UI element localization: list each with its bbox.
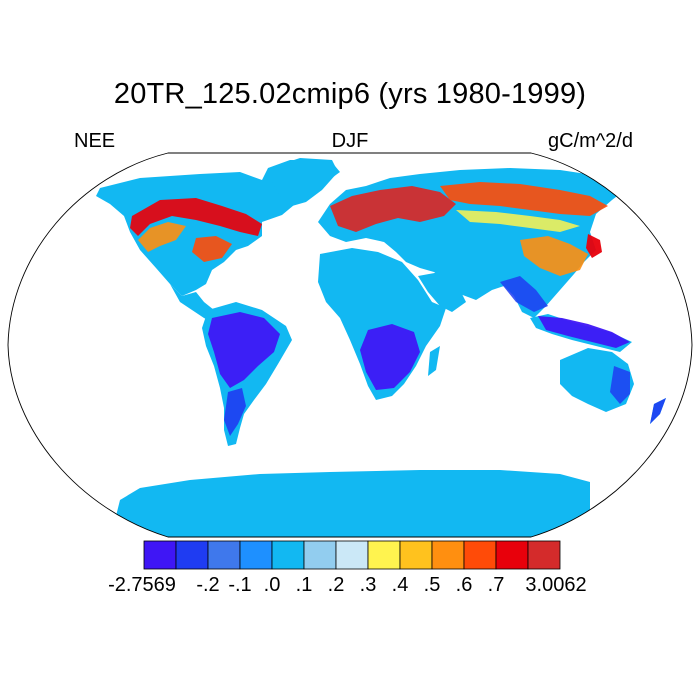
colorbar-swatch xyxy=(239,540,273,570)
colorbar-tick-label: .1 xyxy=(295,574,313,596)
colorbar-tick-label: -.2 xyxy=(196,574,220,596)
flux-region-japan xyxy=(586,234,602,258)
land-madagascar xyxy=(428,346,440,376)
colorbar-swatch xyxy=(367,540,401,570)
plot-title: 20TR_125.02cmip6 (yrs 1980-1999) xyxy=(113,78,587,110)
uptake-southeast-asia xyxy=(538,316,630,348)
colorbar-tick-label: .7 xyxy=(487,574,505,596)
colorbar-tick-label: .4 xyxy=(391,574,409,596)
colorbar-swatch xyxy=(527,540,561,570)
colorbar-tick-label: .6 xyxy=(455,574,473,596)
negative-flux-regions xyxy=(208,276,666,436)
colorbar-swatch xyxy=(399,540,433,570)
uptake-south-asia xyxy=(500,276,548,312)
colorbar-tick-label: 3.0062 xyxy=(525,574,587,596)
flux-region-east-asia xyxy=(520,236,588,276)
colorbar-swatch xyxy=(303,540,337,570)
uptake-south-america-south xyxy=(224,388,246,436)
flux-region-north-america xyxy=(130,198,262,236)
colorbar-swatch xyxy=(175,540,209,570)
positive-flux-regions xyxy=(130,182,608,276)
uptake-amazon xyxy=(208,312,280,388)
flux-region-siberia xyxy=(440,182,608,216)
flux-region-siberia-yellow xyxy=(456,210,580,232)
uptake-central-africa xyxy=(360,324,420,390)
colorbar xyxy=(143,540,561,570)
map-border xyxy=(7,152,693,538)
colorbar-swatch xyxy=(335,540,369,570)
colorbar-tick-label: .0 xyxy=(263,574,281,596)
variable-label: NEE xyxy=(74,130,116,152)
colorbar-tick-label: .3 xyxy=(359,574,377,596)
colorbar-swatch xyxy=(271,540,305,570)
colorbar-tick-label: -2.7569 xyxy=(108,574,176,596)
colorbar-swatch xyxy=(495,540,529,570)
colorbar-swatch xyxy=(463,540,497,570)
land-arabia xyxy=(418,272,466,312)
units-label: gC/m^2/d xyxy=(548,130,633,152)
uptake-australia-east xyxy=(610,366,630,404)
uptake-new-zealand xyxy=(650,398,666,424)
colorbar-swatch xyxy=(207,540,241,570)
season-label: DJF xyxy=(331,130,369,152)
colorbar-tick-label: .2 xyxy=(327,574,345,596)
colorbar-swatch xyxy=(143,540,177,570)
colorbar-swatch xyxy=(431,540,465,570)
colorbar-tick-label: .5 xyxy=(423,574,441,596)
flux-region-eastern-us xyxy=(192,236,232,262)
land-antarctica xyxy=(110,470,590,537)
flux-region-north-america-orange xyxy=(138,222,186,252)
land-greenland xyxy=(270,158,338,206)
flux-region-europe xyxy=(330,186,456,232)
colorbar-tick-label: -.1 xyxy=(228,574,252,596)
